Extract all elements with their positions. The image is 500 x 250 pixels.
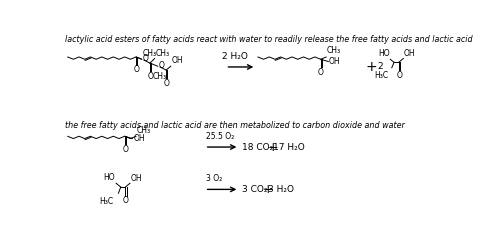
Text: CH₃: CH₃ [156,49,170,58]
Text: OH: OH [130,174,142,183]
Text: OH: OH [133,134,145,143]
Text: O: O [122,145,128,154]
Text: 25.5 O₂: 25.5 O₂ [206,132,234,141]
Text: O: O [158,61,164,70]
Text: 3 H₂O: 3 H₂O [268,185,294,194]
Text: 2 H₂O: 2 H₂O [222,52,248,61]
Text: 2: 2 [377,62,383,72]
Text: HO: HO [378,50,390,58]
Text: H₃C: H₃C [374,71,388,80]
Text: +: + [262,183,273,196]
Text: CH₃: CH₃ [153,72,167,80]
Text: CH₃: CH₃ [137,126,151,135]
Text: O: O [134,66,140,74]
Text: O: O [123,196,128,205]
Text: O: O [148,72,154,80]
Text: O: O [142,54,148,63]
Text: 18 CO₂: 18 CO₂ [242,142,274,152]
Text: O: O [396,71,402,80]
Text: OH: OH [404,50,415,58]
Text: OH: OH [172,56,183,66]
Text: CH₃: CH₃ [142,49,156,58]
Text: O: O [318,68,324,77]
Text: O: O [164,78,170,88]
Text: H₃C: H₃C [99,197,113,206]
Text: the free fatty acids and lactic acid are then metabolized to carbon dioxide and : the free fatty acids and lactic acid are… [66,121,405,130]
Text: CH₃: CH₃ [327,46,341,56]
Text: OH: OH [329,57,340,66]
Text: lactylic acid esters of fatty acids react with water to readily release the free: lactylic acid esters of fatty acids reac… [66,34,473,43]
Text: 17 H₂O: 17 H₂O [273,142,305,152]
Text: 3 CO₂: 3 CO₂ [242,185,268,194]
Text: +: + [268,140,278,153]
Text: 3 O₂: 3 O₂ [206,174,222,183]
Text: HO: HO [103,173,115,182]
Text: +: + [366,60,378,74]
